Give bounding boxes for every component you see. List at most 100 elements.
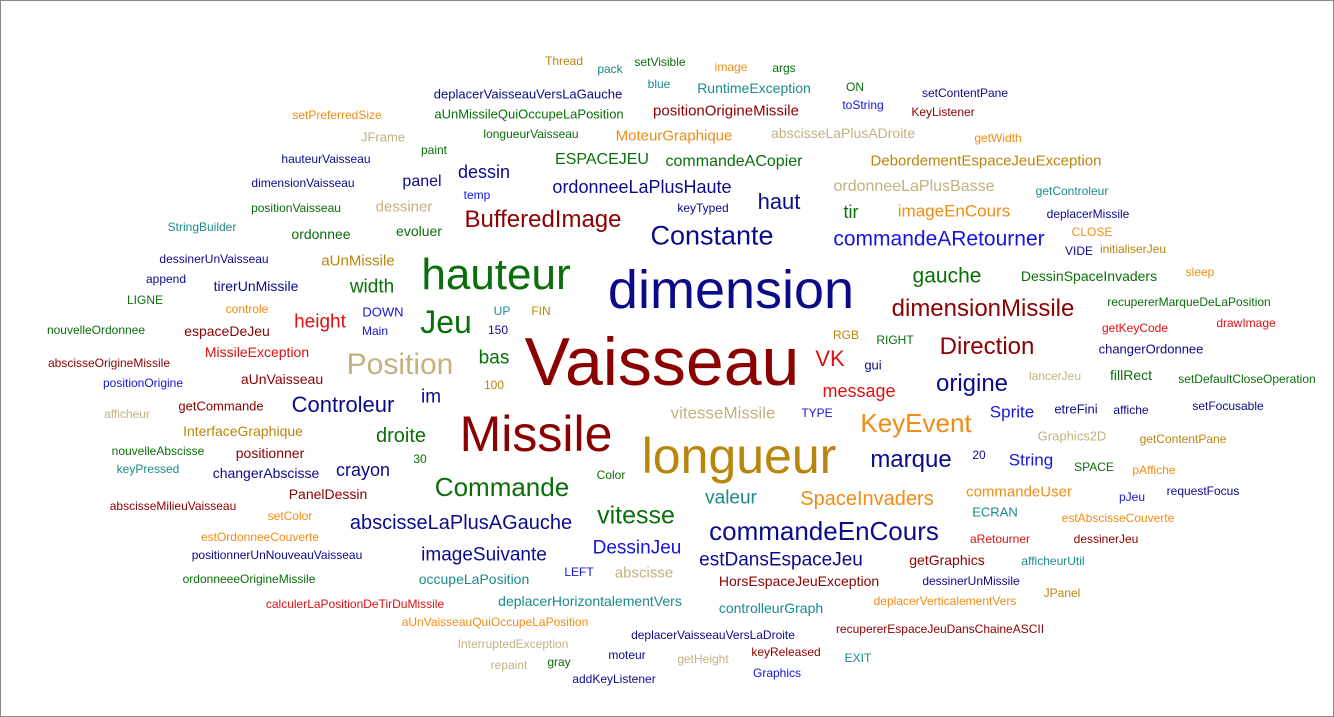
word: InterfaceGraphique (183, 423, 303, 439)
word: Sprite (989, 402, 1035, 422)
word: Color (596, 468, 626, 482)
word: Graphics (752, 666, 802, 680)
word: marque (870, 446, 952, 473)
word: aRetourner (969, 532, 1031, 546)
word: height (294, 311, 346, 333)
word: afficheur (104, 407, 150, 421)
word: 100 (483, 378, 505, 392)
word: controle (225, 302, 269, 316)
word: valeur (705, 487, 757, 509)
word: append (145, 272, 187, 286)
word: ordonneeeOrigineMissile (182, 572, 316, 586)
word: evoluer (396, 223, 442, 239)
word: getHeight (677, 652, 729, 666)
word: setPreferredSize (292, 108, 382, 122)
word: width (349, 276, 395, 298)
word: controlleurGraph (718, 600, 824, 616)
word: pAffiche (1132, 463, 1176, 477)
word: recupererMarqueDeLaPosition (1107, 295, 1271, 309)
word: gui (864, 357, 882, 373)
word: positionVaisseau (251, 201, 341, 215)
word: occupeLaPosition (418, 571, 530, 587)
word: hauteur (421, 250, 571, 299)
word: PanelDessin (288, 486, 368, 502)
word: KeyListener (911, 105, 975, 119)
word: dimension (607, 260, 855, 320)
word: DebordementEspaceJeuException (870, 152, 1102, 170)
word: message (822, 381, 896, 401)
word: repaint (490, 658, 528, 672)
word: Thread (544, 54, 584, 68)
word: dessinerUnVaisseau (159, 252, 269, 266)
word: Position (346, 348, 454, 381)
word: setVisible (634, 55, 686, 69)
word: pJeu (1118, 490, 1146, 504)
word: Missile (459, 406, 613, 462)
word: ordonneeLaPlusBasse (833, 178, 995, 195)
word: nouvelleAbscisse (111, 444, 205, 458)
word: gray (547, 655, 571, 669)
word: abscisseMilieuVaisseau (109, 499, 237, 513)
word: VK (815, 346, 845, 371)
word: MissileException (204, 344, 310, 360)
word: keyReleased (751, 645, 821, 659)
word: getContentPane (1139, 432, 1227, 446)
word: initialiserJeu (1099, 242, 1167, 256)
word: espaceDeJeu (184, 323, 270, 339)
word: positionnerUnNouveauVaisseau (191, 548, 363, 562)
word: DessinJeu (592, 537, 682, 559)
word: changerAbscisse (212, 465, 320, 481)
word: haut (757, 189, 801, 214)
word: aUnVaisseau (240, 371, 324, 387)
word: tirerUnMissile (213, 278, 299, 294)
word: vitesseMissile (670, 403, 776, 423)
word: keyPressed (116, 462, 180, 476)
word: Controleur (291, 392, 395, 417)
word: estDansEspaceJeu (699, 549, 863, 571)
word: deplacerVerticalementVers (873, 594, 1017, 608)
word: pack (597, 62, 623, 76)
word: SPACE (1074, 460, 1114, 474)
word: LEFT (564, 565, 594, 579)
word: FIN (531, 304, 551, 318)
word: JPanel (1043, 586, 1081, 600)
word: estOrdonneeCouverte (200, 530, 320, 544)
word: setColor (267, 509, 313, 523)
word: Constante (650, 220, 774, 251)
word: ESPACEJEU (555, 151, 649, 168)
word: 150 (487, 323, 509, 337)
word: dessinerUnMissile (922, 574, 1020, 588)
word: toString (842, 98, 884, 112)
word: dessinerJeu (1073, 532, 1139, 546)
word: vitesse (597, 501, 675, 530)
word: deplacerVaisseauVersLaGauche (433, 86, 623, 102)
word: getCommande (178, 398, 264, 414)
word: addKeyListener (572, 672, 656, 686)
word: DOWN (362, 304, 404, 320)
word: paint (420, 143, 448, 157)
word: deplacerMissile (1046, 207, 1130, 221)
word: setDefaultCloseOperation (1178, 372, 1316, 386)
word: setContentPane (921, 86, 1009, 100)
word: droite (375, 425, 427, 447)
word: EXIT (844, 651, 872, 665)
word: tir (843, 202, 859, 222)
word: crayon (335, 460, 391, 480)
word: sleep (1185, 265, 1215, 279)
word: RIGHT (876, 333, 914, 347)
word: commandeARetourner (833, 227, 1045, 251)
word: getWidth (974, 131, 1022, 145)
word: changerOrdonnee (1098, 341, 1204, 357)
word: JFrame (360, 129, 406, 145)
word: moteur (608, 648, 646, 662)
word: dessin (457, 162, 511, 182)
word: commandeEnCours (709, 516, 939, 546)
word: Graphics2D (1037, 428, 1107, 444)
word: ordonnee (291, 226, 351, 242)
word: deplacerVaisseauVersLaDroite (631, 628, 795, 642)
word: positionOrigine (102, 376, 184, 390)
word: deplacerHorizontalementVers (498, 593, 682, 609)
word: requestFocus (1166, 484, 1240, 498)
word: args (772, 61, 796, 75)
